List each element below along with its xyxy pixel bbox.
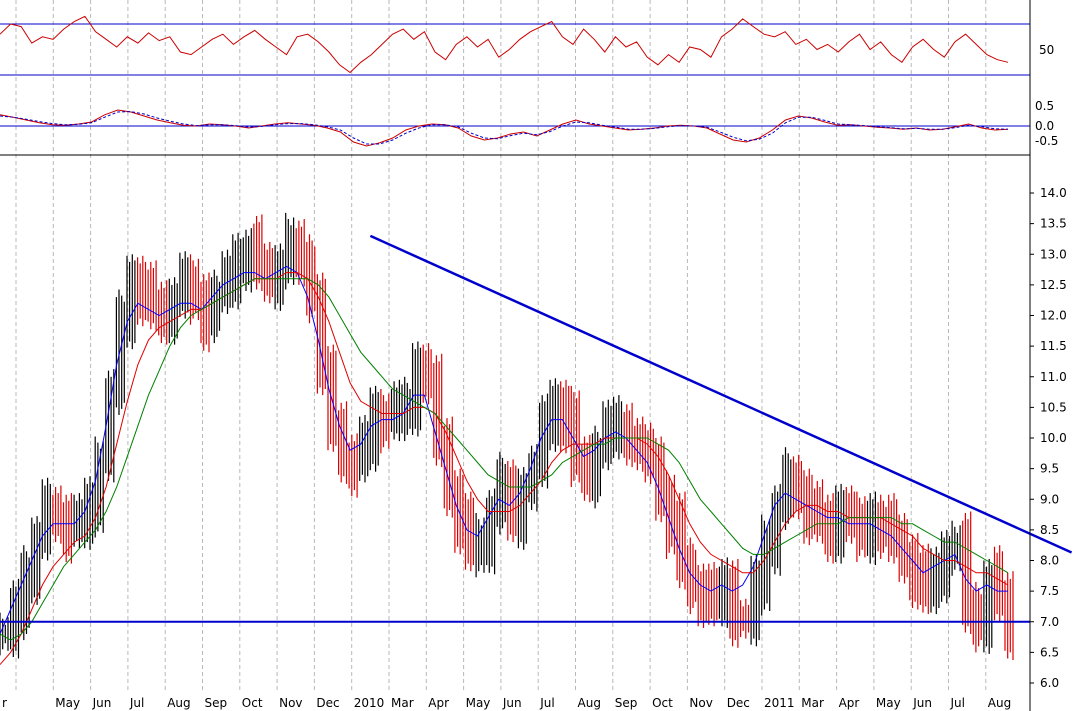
macd-line [0,109,1009,147]
resistance-trendline [369,234,1073,554]
x-tick-label: Mar [801,696,824,710]
x-tick-label: Nov [279,696,302,710]
rsi-panel: 50 [0,15,1054,76]
x-tick-label: 2011 [764,696,795,710]
x-tick-label: Apr [839,696,860,710]
x-tick-label: Dec [316,696,339,710]
x-tick-label: Mar [391,696,414,710]
moving-average-line [0,278,1009,641]
macd-tick-label: -0.5 [1035,134,1058,148]
x-tick-label: Jul [129,696,144,710]
x-tick-label: r [2,696,7,710]
x-tick-label: May [55,696,80,710]
price-tick-label: 13.5 [1040,217,1067,231]
x-tick-label: Aug [167,696,190,710]
price-tick-label: 11.0 [1040,370,1067,384]
x-tick-label: Jun [92,696,112,710]
moving-average-line [0,272,1009,665]
x-tick-label: Jun [502,696,522,710]
price-tick-label: 10.5 [1040,400,1067,414]
x-tick-label: Oct [652,696,673,710]
x-tick-label: Jul [950,696,965,710]
macd-tick-label: 0.0 [1035,119,1054,133]
price-tick-label: 12.5 [1040,278,1067,292]
price-tick-label: 14.0 [1040,186,1067,200]
x-tick-label: 2010 [354,696,385,710]
price-tick-label: 9.5 [1040,462,1059,476]
x-tick-label: May [876,696,901,710]
macd-signal-line [0,111,1009,145]
price-tick-label: 13.0 [1040,247,1067,261]
macd-tick-label: 0.5 [1035,99,1054,113]
x-tick-label: Apr [428,696,449,710]
x-tick-label: Jun [912,696,932,710]
x-tick-label: Sep [615,696,638,710]
x-tick-label: May [466,696,491,710]
x-tick-label: Sep [205,696,228,710]
moving-average-line [0,265,1008,635]
x-tick-label: Aug [988,696,1011,710]
x-tick-label: Nov [689,696,712,710]
price-tick-label: 7.0 [1040,615,1059,629]
x-tick-label: Aug [578,696,601,710]
price-tick-label: 11.5 [1040,339,1067,353]
rsi-line [0,15,1009,74]
price-tick-label: 10.0 [1040,431,1067,445]
price-tick-label: 7.5 [1040,584,1059,598]
macd-panel: 0.5 0.0-0.5 [0,99,1058,148]
price-tick-label: 8.0 [1040,554,1059,568]
price-tick-label: 9.0 [1040,492,1059,506]
price-tick-label: 6.5 [1040,645,1059,659]
x-tick-label: Jul [539,696,554,710]
price-tick-label: 6.0 [1040,676,1059,690]
price-panel [0,212,1073,665]
rsi-tick-label: 50 [1039,43,1054,57]
price-tick-label: 8.5 [1040,523,1059,537]
x-tick-label: Oct [242,696,263,710]
x-tick-label: Dec [727,696,750,710]
price-tick-label: 12.0 [1040,309,1067,323]
